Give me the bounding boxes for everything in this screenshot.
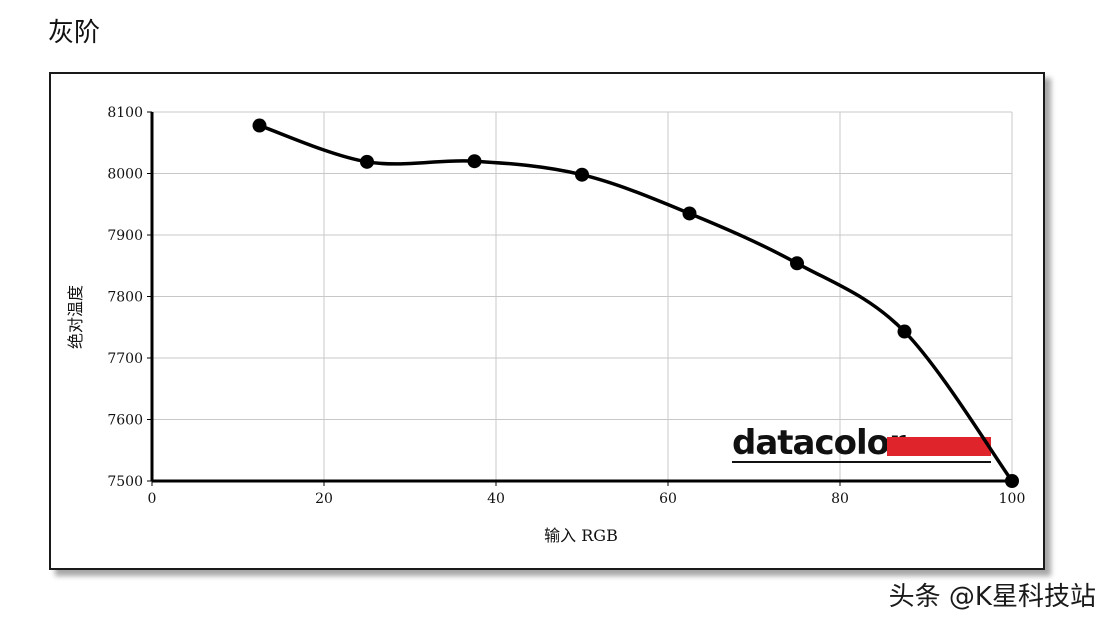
x-tick-label: 100 [999,491,1026,507]
data-point [467,154,482,169]
x-tick-label: 0 [148,491,157,507]
color-temperature-chart: datacolor 0 20 40 60 80 100 7500 7600 7700 7800 79… [66,105,1025,545]
data-point [1005,474,1019,488]
series [252,118,1019,488]
y-tick-label: 7500 [107,474,143,490]
logo-red-bar [887,437,991,456]
y-tick-label: 7700 [107,351,143,367]
x-axis-title: 输入 RGB [544,526,618,545]
y-tick-label: 8100 [107,105,143,121]
y-tick-label: 7900 [107,228,143,244]
y-tick-label: 7600 [107,413,143,429]
datacolor-logo: datacolor [732,423,991,463]
page-title: 灰阶 [48,18,101,48]
y-tick-label: 8000 [107,167,143,183]
chart-frame: datacolor 0 20 40 60 80 100 7500 7600 7700 7800 79… [49,72,1045,570]
data-point [360,154,374,169]
y-axis-title: 绝对温度 [66,285,85,349]
y-tick-label: 7800 [107,290,143,306]
tick-labels: 0 20 40 60 80 100 7500 7600 7700 7800 7900 8000 8100 [107,105,1025,507]
data-point [575,167,589,182]
data-point [682,206,697,221]
x-tick-label: 40 [487,491,505,507]
x-tick-label: 80 [831,491,849,507]
watermark-text: 头条 @K星科技站 [888,582,1096,612]
data-point [897,324,912,339]
data-point [790,256,804,271]
data-point [252,118,267,133]
x-tick-label: 60 [659,491,677,507]
x-tick-label: 20 [315,491,333,507]
logo-wordmark: datacolor [732,423,906,463]
